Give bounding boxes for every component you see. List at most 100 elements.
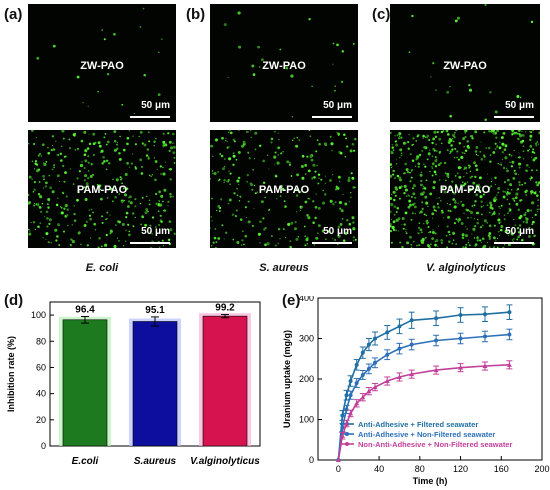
bacteria-speck xyxy=(408,195,410,197)
bacteria-speck xyxy=(132,153,134,155)
bacteria-speck xyxy=(492,131,495,135)
bacteria-speck xyxy=(57,197,59,199)
bacteria-speck xyxy=(59,152,63,156)
bacteria-speck xyxy=(81,161,83,163)
bacteria-speck xyxy=(516,132,519,135)
bacteria-speck xyxy=(454,185,457,187)
bacteria-speck xyxy=(516,226,520,230)
bacteria-speck xyxy=(471,205,474,207)
bacteria-speck xyxy=(325,144,327,147)
uranium-uptake-line-chart: 0 100 200 300 400 0 40 80 120 160 200 Uranium uptak… xyxy=(282,296,550,486)
bacteria-speck xyxy=(103,160,106,163)
bacteria-speck xyxy=(420,240,425,244)
bacteria-speck xyxy=(229,130,231,132)
bacteria-speck xyxy=(232,152,235,155)
bacteria-speck xyxy=(488,235,491,238)
bacteria-speck xyxy=(248,157,251,160)
bacteria-speck xyxy=(454,131,456,134)
micrograph-a-top: ZW-PAO 50 μm xyxy=(28,4,176,122)
bacteria-speck xyxy=(394,194,397,197)
x-tick-label: 120 xyxy=(453,464,468,474)
bacteria-speck xyxy=(334,188,338,191)
bacteria-speck xyxy=(530,190,534,194)
bacteria-speck xyxy=(425,214,427,217)
bacteria-speck xyxy=(337,243,339,246)
bacteria-speck xyxy=(87,105,89,107)
bacteria-speck xyxy=(339,180,341,182)
bacteria-speck xyxy=(511,130,514,132)
bacteria-speck xyxy=(268,168,270,170)
bacteria-speck xyxy=(483,205,485,207)
bacteria-speck xyxy=(447,209,450,212)
bacteria-speck xyxy=(436,197,438,199)
bacteria-speck xyxy=(98,144,102,148)
bacteria-speck xyxy=(500,228,503,232)
bacteria-speck xyxy=(466,216,470,219)
bacteria-speck xyxy=(116,147,119,151)
bacteria-speck xyxy=(141,215,145,219)
bacteria-speck xyxy=(105,143,108,146)
bacteria-speck xyxy=(72,133,76,137)
bacteria-speck xyxy=(139,131,143,134)
bacteria-speck xyxy=(435,149,438,153)
bacteria-speck xyxy=(104,133,107,135)
bacteria-speck xyxy=(351,176,355,180)
bacteria-speck xyxy=(490,180,493,183)
bacteria-speck xyxy=(442,217,444,219)
bacteria-speck xyxy=(435,143,438,146)
bacteria-speck xyxy=(254,192,257,195)
bacteria-speck xyxy=(246,173,249,177)
bacteria-speck xyxy=(270,141,273,144)
bacteria-speck xyxy=(348,222,352,226)
bacteria-speck xyxy=(494,147,497,150)
bacteria-speck xyxy=(399,241,402,244)
bacteria-speck xyxy=(517,208,521,212)
bacteria-speck xyxy=(508,203,511,205)
bacteria-speck xyxy=(84,159,88,163)
bacteria-speck xyxy=(83,130,87,134)
bacteria-speck xyxy=(495,130,500,133)
bacteria-speck xyxy=(446,149,449,152)
bacteria-speck xyxy=(400,185,403,188)
bacteria-speck xyxy=(456,156,458,159)
y-tick-label: 200 xyxy=(299,374,314,384)
bacteria-speck xyxy=(461,181,464,184)
bacteria-speck xyxy=(441,211,444,214)
bacteria-speck xyxy=(518,166,521,169)
bacteria-speck xyxy=(527,149,530,152)
bacteria-speck xyxy=(168,149,171,153)
bacteria-speck xyxy=(489,154,492,156)
bacteria-speck xyxy=(391,146,394,149)
bacteria-speck xyxy=(120,178,122,181)
bacteria-speck xyxy=(429,192,433,196)
bacteria-speck xyxy=(390,203,394,207)
bacteria-speck xyxy=(38,181,41,183)
bacteria-speck xyxy=(513,199,516,202)
bacteria-speck xyxy=(147,156,150,158)
bacteria-speck xyxy=(337,132,341,136)
bacteria-speck xyxy=(332,174,334,176)
bacteria-speck xyxy=(150,246,152,248)
bacteria-speck xyxy=(509,183,512,187)
bacteria-speck xyxy=(88,214,92,217)
bacteria-speck xyxy=(149,224,152,227)
bacteria-speck xyxy=(474,175,477,179)
bacteria-speck xyxy=(46,203,49,206)
bacteria-speck xyxy=(351,143,355,146)
bacteria-speck xyxy=(228,145,230,148)
bacteria-speck xyxy=(435,158,438,160)
bacteria-speck xyxy=(42,144,44,146)
bacteria-speck xyxy=(241,239,244,242)
bacteria-speck xyxy=(309,135,312,138)
bacteria-speck xyxy=(452,135,455,138)
legend-label: Anti-Adhesive + Filtered seawater xyxy=(358,420,478,429)
bacteria-speck xyxy=(394,187,399,191)
bacteria-speck xyxy=(470,134,474,138)
bacteria-speck xyxy=(128,130,131,132)
bacteria-speck xyxy=(277,154,279,156)
bacteria-speck xyxy=(244,234,248,238)
y-axis-label: Uranium uptake (mg/g) xyxy=(282,330,292,428)
bacteria-speck xyxy=(325,238,327,240)
bacteria-speck xyxy=(145,154,149,157)
bacteria-speck xyxy=(275,175,278,178)
